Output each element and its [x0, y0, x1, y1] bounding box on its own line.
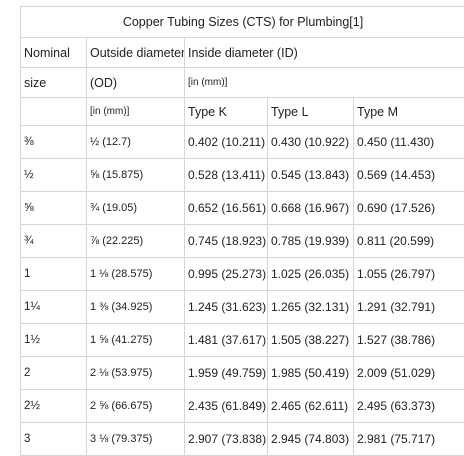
cell-type-k: 1.481 (37.617) [185, 324, 268, 357]
cell-outside-diameter: 2 ⅛ (53.975) [87, 357, 185, 390]
cell-type-l: 1.265 (32.131) [268, 291, 354, 324]
header-row-2: size (OD) [in (mm)] [21, 68, 464, 98]
cell-nominal-size: 2½ [21, 390, 87, 423]
table-caption: Copper Tubing Sizes (CTS) for Plumbing[1… [21, 7, 464, 38]
cell-type-k: 2.435 (61.849) [185, 390, 268, 423]
cell-type-l: 0.545 (13.843) [268, 159, 354, 192]
cell-type-m: 0.811 (20.599) [354, 225, 464, 258]
cell-outside-diameter: ⅝ (15.875) [87, 159, 185, 192]
cell-nominal-size: 2 [21, 357, 87, 390]
cell-nominal-size: 1¼ [21, 291, 87, 324]
cell-outside-diameter: 2 ⅝ (66.675) [87, 390, 185, 423]
cell-type-l: 2.945 (74.803) [268, 423, 354, 456]
cell-outside-diameter: ⅞ (22.225) [87, 225, 185, 258]
cell-type-m: 1.527 (38.786) [354, 324, 464, 357]
cell-type-m: 2.981 (75.717) [354, 423, 464, 456]
cell-outside-diameter: 1 ⅜ (34.925) [87, 291, 185, 324]
cell-type-k: 0.402 (10.211) [185, 126, 268, 159]
cell-type-k: 2.907 (73.838) [185, 423, 268, 456]
header-inside-diameter: Inside diameter (ID) [185, 38, 464, 68]
cell-type-k: 1.245 (31.623) [185, 291, 268, 324]
cell-type-l: 2.465 (62.611) [268, 390, 354, 423]
cell-type-m: 1.291 (32.791) [354, 291, 464, 324]
header-empty-cell [21, 98, 87, 126]
cell-type-m: 0.569 (14.453) [354, 159, 464, 192]
header-id-unit: [in (mm)] [185, 68, 464, 98]
header-row-3: [in (mm)] Type K Type L Type M [21, 98, 464, 126]
cell-type-l: 1.985 (50.419) [268, 357, 354, 390]
cell-type-l: 1.505 (38.227) [268, 324, 354, 357]
cell-type-k: 0.652 (16.561) [185, 192, 268, 225]
cell-type-l: 1.025 (26.035) [268, 258, 354, 291]
cell-outside-diameter: 1 ⅛ (28.575) [87, 258, 185, 291]
header-outside-diameter: Outside diameter [87, 38, 185, 68]
header-type-k: Type K [185, 98, 268, 126]
cell-nominal-size: ⅝ [21, 192, 87, 225]
table-caption-row: Copper Tubing Sizes (CTS) for Plumbing[1… [21, 7, 464, 38]
cell-type-k: 0.995 (25.273) [185, 258, 268, 291]
header-type-l: Type L [268, 98, 354, 126]
cell-type-m: 2.009 (51.029) [354, 357, 464, 390]
cell-type-m: 0.450 (11.430) [354, 126, 464, 159]
copper-tubing-table: Copper Tubing Sizes (CTS) for Plumbing[1… [20, 6, 464, 456]
cell-outside-diameter: 1 ⅝ (41.275) [87, 324, 185, 357]
cell-nominal-size: 1½ [21, 324, 87, 357]
cell-type-l: 0.668 (16.967) [268, 192, 354, 225]
cell-type-k: 0.528 (13.411) [185, 159, 268, 192]
header-od-abbr: (OD) [87, 68, 185, 98]
cell-type-m: 2.495 (63.373) [354, 390, 464, 423]
cell-outside-diameter: ½ (12.7) [87, 126, 185, 159]
cell-outside-diameter: 3 ⅛ (79.375) [87, 423, 185, 456]
cell-nominal-size: ¾ [21, 225, 87, 258]
header-nominal: Nominal [21, 38, 87, 68]
header-od-unit: [in (mm)] [87, 98, 185, 126]
table-container: Copper Tubing Sizes (CTS) for Plumbing[1… [20, 6, 464, 456]
cell-nominal-size: ⅜ [21, 126, 87, 159]
cell-type-l: 0.785 (19.939) [268, 225, 354, 258]
cell-type-k: 0.745 (18.923) [185, 225, 268, 258]
cell-nominal-size: 3 [21, 423, 87, 456]
header-type-m: Type M [354, 98, 464, 126]
cell-nominal-size: ½ [21, 159, 87, 192]
cell-nominal-size: 1 [21, 258, 87, 291]
cell-type-k: 1.959 (49.759) [185, 357, 268, 390]
cell-outside-diameter: ¾ (19.05) [87, 192, 185, 225]
cell-type-l: 0.430 (10.922) [268, 126, 354, 159]
cell-type-m: 0.690 (17.526) [354, 192, 464, 225]
cell-type-m: 1.055 (26.797) [354, 258, 464, 291]
header-size: size [21, 68, 87, 98]
header-row-1: Nominal Outside diameter Inside diameter… [21, 38, 464, 68]
